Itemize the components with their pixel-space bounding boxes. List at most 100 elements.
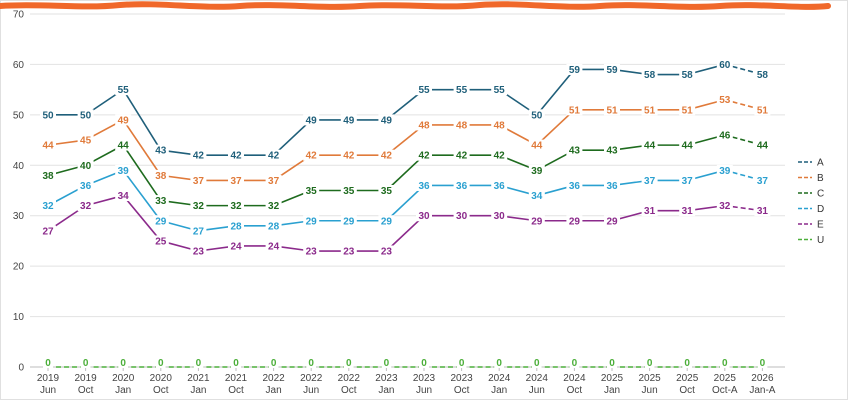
data-label-backing (528, 139, 545, 151)
x-tick-period: Oct (679, 385, 695, 396)
data-label: 34 (118, 191, 130, 202)
data-label-backing (378, 149, 395, 161)
data-label-backing (228, 240, 244, 252)
x-tick-period: Oct (228, 385, 244, 396)
x-tick-year: 2024 (526, 373, 549, 384)
data-label: 23 (343, 247, 355, 258)
data-label: 35 (343, 186, 355, 197)
data-label: 32 (230, 201, 242, 212)
data-label-backing (378, 215, 395, 227)
data-label-backing (155, 357, 166, 368)
x-tick-period: Jun (529, 385, 545, 396)
data-label-backing (416, 210, 432, 222)
data-label: 30 (494, 211, 506, 222)
data-label-backing (491, 149, 508, 161)
data-label: 51 (757, 105, 769, 116)
data-label: 35 (381, 186, 393, 197)
y-tick-label: 60 (13, 60, 25, 71)
data-label-backing (303, 114, 320, 126)
data-label: 0 (308, 358, 314, 369)
data-label: 36 (418, 181, 430, 192)
data-label-backing (303, 215, 320, 227)
data-label: 55 (456, 85, 468, 96)
x-tick-year: 2021 (225, 373, 248, 384)
data-label: 55 (494, 85, 506, 96)
data-label: 0 (271, 358, 277, 369)
data-label-backing (528, 190, 545, 202)
data-label-backing (456, 357, 467, 368)
data-label-backing (566, 179, 583, 191)
data-label-backing (228, 149, 244, 161)
data-label-backing (716, 129, 733, 141)
data-label: 31 (644, 206, 656, 217)
line-segment (273, 119, 312, 156)
x-tick-year: 2025 (714, 373, 737, 384)
data-label-backing (306, 357, 317, 368)
data-label: 0 (384, 358, 390, 369)
data-label-backing (679, 139, 696, 151)
x-tick-year: 2023 (413, 373, 436, 384)
data-label-backing (228, 200, 244, 212)
data-label: 30 (456, 211, 468, 222)
data-label-backing (152, 215, 169, 227)
data-label: 27 (42, 226, 54, 237)
x-tick-period: Jan (378, 385, 394, 396)
data-label-backing (40, 109, 56, 121)
data-label: 60 (719, 60, 731, 71)
data-label-backing (566, 104, 583, 116)
data-label: 29 (531, 216, 543, 227)
data-label: 37 (193, 176, 205, 187)
data-label-backing (453, 149, 470, 161)
data-label-backing (569, 357, 580, 368)
data-label: 39 (118, 166, 130, 177)
data-label: 44 (757, 141, 769, 152)
x-tick-period: Jan (115, 385, 131, 396)
data-label: 38 (155, 171, 167, 182)
data-label-backing (716, 164, 733, 176)
line-segment (385, 215, 425, 252)
legend-label: B (817, 173, 824, 184)
y-tick-label: 0 (18, 363, 24, 374)
x-tick-period: Oct (454, 385, 470, 396)
data-label-backing (265, 220, 282, 232)
y-tick-label: 40 (13, 161, 25, 172)
data-label-backing (378, 185, 395, 196)
data-label: 0 (233, 358, 239, 369)
data-label: 44 (42, 141, 54, 152)
data-label: 50 (80, 110, 92, 121)
data-label: 0 (534, 358, 540, 369)
y-tick-label: 30 (13, 211, 25, 222)
data-label: 0 (760, 358, 766, 369)
data-label: 0 (684, 358, 690, 369)
data-label-backing (340, 114, 357, 126)
data-label: 33 (155, 196, 167, 207)
data-label: 44 (682, 141, 694, 152)
legend-label: A (817, 158, 824, 169)
data-label: 0 (459, 358, 465, 369)
data-label-backing (641, 174, 658, 186)
data-label-backing (118, 357, 129, 368)
data-label: 37 (230, 176, 242, 187)
data-label: 0 (83, 358, 89, 369)
x-tick-year: 2026 (751, 373, 774, 384)
data-label-backing (641, 69, 658, 81)
data-label: 55 (418, 85, 430, 96)
x-tick-period: Jun (40, 385, 56, 396)
data-label: 29 (381, 216, 393, 227)
data-label: 42 (456, 151, 468, 162)
data-label-backing (494, 357, 505, 368)
line-segment (122, 89, 162, 151)
data-label: 45 (80, 136, 92, 147)
data-label: 50 (531, 110, 543, 121)
data-label: 42 (268, 151, 280, 162)
data-label-backing (491, 119, 508, 131)
data-label: 32 (80, 201, 92, 212)
data-label: 32 (719, 201, 731, 212)
top-scribble-mark (0, 1, 831, 10)
data-label: 48 (418, 120, 430, 131)
x-tick-period: Jan-A (749, 385, 775, 396)
data-label: 29 (606, 216, 618, 227)
data-label: 59 (569, 65, 581, 76)
